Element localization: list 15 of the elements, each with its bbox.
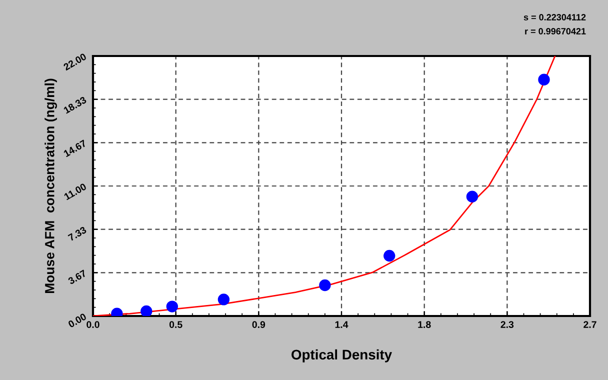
x-tick-label: 0.0 (86, 321, 100, 328)
x-tick-label: 2.7 (584, 321, 596, 328)
y-tick-label: 0.00 (68, 312, 87, 328)
x-tick-label: 0.5 (169, 321, 182, 328)
x-tick-label: 1.8 (418, 321, 431, 328)
x-axis-title: Optical Density (292, 349, 392, 362)
y-tick-label: 3.67 (68, 270, 87, 285)
text: s = 0.22304112 (524, 14, 586, 20)
x-tick-label: 0.9 (252, 321, 266, 328)
y-axis-title: Mouse AFM concentration (ng/ml) (44, 78, 57, 293)
x-tick-label: 2.3 (500, 321, 514, 328)
x-tick-label: 1.4 (335, 321, 348, 328)
text: r = 0.99670421 (525, 28, 586, 34)
y-tick-label: 11.00 (64, 182, 87, 200)
y-tick-label: 7.33 (68, 226, 87, 242)
